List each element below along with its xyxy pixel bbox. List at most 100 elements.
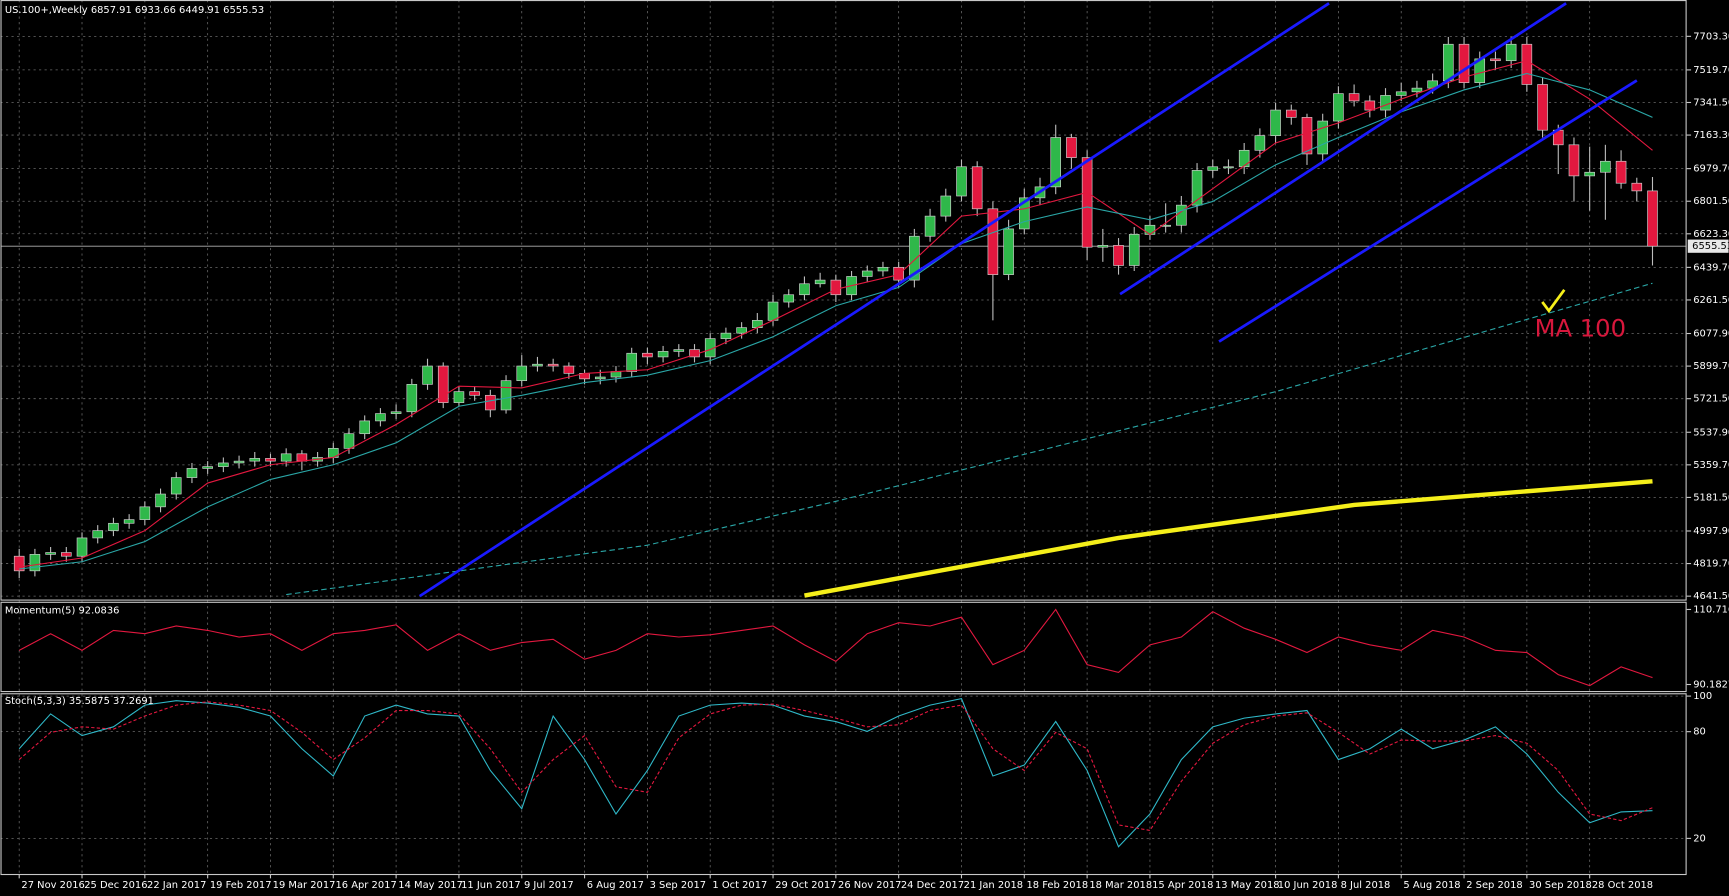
- main-plot: [0, 2, 1687, 598]
- candle-body: [767, 301, 779, 321]
- candle-body: [422, 365, 433, 385]
- indicator-line: [18, 608, 1653, 687]
- candle-body: [1458, 43, 1470, 83]
- candle-body: [45, 552, 56, 555]
- y-tick-label: 100: [1693, 691, 1712, 702]
- candle-body: [830, 279, 842, 296]
- stoch-title: Stoch(5,3,3) 35.5875 37.2691: [5, 696, 154, 707]
- candle-body: [390, 411, 402, 414]
- main-panel-frame: [0, 0, 1687, 601]
- stoch-panel-frame: [0, 693, 1687, 876]
- candle-body: [720, 332, 732, 339]
- candle-body: [76, 537, 88, 557]
- candle-body: [1254, 135, 1266, 151]
- x-tick-label: 19 Feb 2017: [210, 880, 272, 891]
- candle-body: [1207, 166, 1219, 171]
- candle-body: [155, 493, 166, 508]
- y-tick-label: 5359.70: [1693, 460, 1729, 471]
- x-tick-label: 13 May 2018: [1215, 880, 1280, 891]
- candle-body: [1615, 160, 1627, 184]
- y-tick-label: 7163.30: [1693, 130, 1729, 141]
- last-price-box: [1687, 239, 1729, 253]
- candle-body: [532, 363, 543, 367]
- candle-body: [657, 351, 669, 358]
- candle-body: [1050, 137, 1062, 188]
- candle-body: [485, 394, 496, 411]
- x-tick-label: 10 Jun 2018: [1278, 880, 1338, 891]
- candle-body: [1113, 245, 1124, 266]
- indicator-line: [1218, 79, 1638, 343]
- candle-body: [673, 349, 685, 352]
- candle-body: [296, 453, 308, 462]
- y-tick-label: 6801.50: [1693, 196, 1729, 207]
- indicator-plot: [18, 697, 1653, 848]
- candle-body: [924, 215, 936, 237]
- y-tick-label: 6261.50: [1693, 295, 1729, 306]
- candle-body: [877, 266, 889, 272]
- candle-body: [123, 519, 135, 524]
- candle-body: [783, 294, 795, 303]
- candle-body: [1600, 160, 1611, 173]
- indicator-line: [19, 72, 1653, 570]
- x-tick-label: 21 Jan 2018: [964, 880, 1023, 891]
- candle-body: [626, 352, 637, 372]
- y-tick-label: 7519.70: [1693, 65, 1729, 76]
- y-tick-label: 7703.30: [1693, 31, 1729, 42]
- x-tick-label: 15 Apr 2018: [1152, 880, 1213, 891]
- x-tick-label: 19 Mar 2017: [273, 880, 336, 891]
- x-tick-label: 1 Oct 2017: [712, 880, 767, 891]
- candle-body: [563, 365, 575, 374]
- candle-body: [1505, 43, 1517, 62]
- indicator-line: [19, 60, 1653, 568]
- x-tick-label: 30 Sep 2018: [1529, 880, 1592, 891]
- candle-body: [170, 477, 182, 495]
- indicator-plot: [18, 608, 1653, 687]
- y-tick-label: 7341.50: [1693, 97, 1729, 108]
- candle-body: [359, 420, 370, 435]
- candle-body: [1160, 224, 1171, 227]
- candle-body: [971, 166, 983, 210]
- candle-body: [1097, 245, 1109, 248]
- marks-layer: [0, 2, 1687, 848]
- candle-body: [909, 235, 920, 281]
- candle-body: [893, 266, 904, 281]
- x-tick-label: 26 Nov 2017: [838, 880, 901, 891]
- x-tick-label: 25 Dec 2016: [84, 880, 147, 891]
- y-tick-label: 4641.50: [1693, 591, 1729, 602]
- candle-body: [799, 283, 810, 296]
- x-tick-label: 8 Jul 2018: [1341, 880, 1391, 891]
- candle-body: [1238, 149, 1250, 168]
- candle-body: [1191, 170, 1203, 206]
- candle-body: [375, 413, 386, 422]
- y-tick-label: 5899.70: [1693, 361, 1729, 372]
- candle-body: [1584, 171, 1595, 177]
- y-tick-label: 20: [1693, 833, 1706, 844]
- candle-body: [1647, 190, 1658, 247]
- x-tick-label: 27 Nov 2016: [21, 880, 84, 891]
- candle-body: [280, 453, 292, 462]
- x-tick-label: 5 Aug 2018: [1403, 880, 1460, 891]
- candle-body: [437, 365, 449, 403]
- x-tick-label: 11 Jun 2017: [461, 880, 521, 891]
- candle-body: [202, 466, 213, 469]
- candle-body: [1019, 197, 1030, 230]
- candle-body: [642, 352, 653, 358]
- y-tick-label: 5537.90: [1693, 427, 1729, 438]
- candle-body: [1270, 109, 1281, 136]
- candle-body: [92, 530, 104, 539]
- indicator-line: [18, 697, 1653, 848]
- candle-body: [1317, 120, 1328, 155]
- candle-body: [1223, 166, 1234, 169]
- candle-body: [1631, 182, 1643, 192]
- x-tick-label: 3 Sep 2017: [650, 880, 706, 891]
- indicator-line: [418, 2, 1330, 598]
- y-tick-label: 90.1827: [1693, 679, 1729, 690]
- candle-body: [108, 522, 119, 531]
- y-tick-label: 6623.30: [1693, 229, 1729, 240]
- y-tick-label: 5721.50: [1693, 394, 1729, 405]
- candle-body: [516, 365, 528, 382]
- candle-body: [861, 270, 873, 277]
- candle-body: [343, 433, 355, 449]
- last-price-label: 6555.53: [1692, 241, 1729, 252]
